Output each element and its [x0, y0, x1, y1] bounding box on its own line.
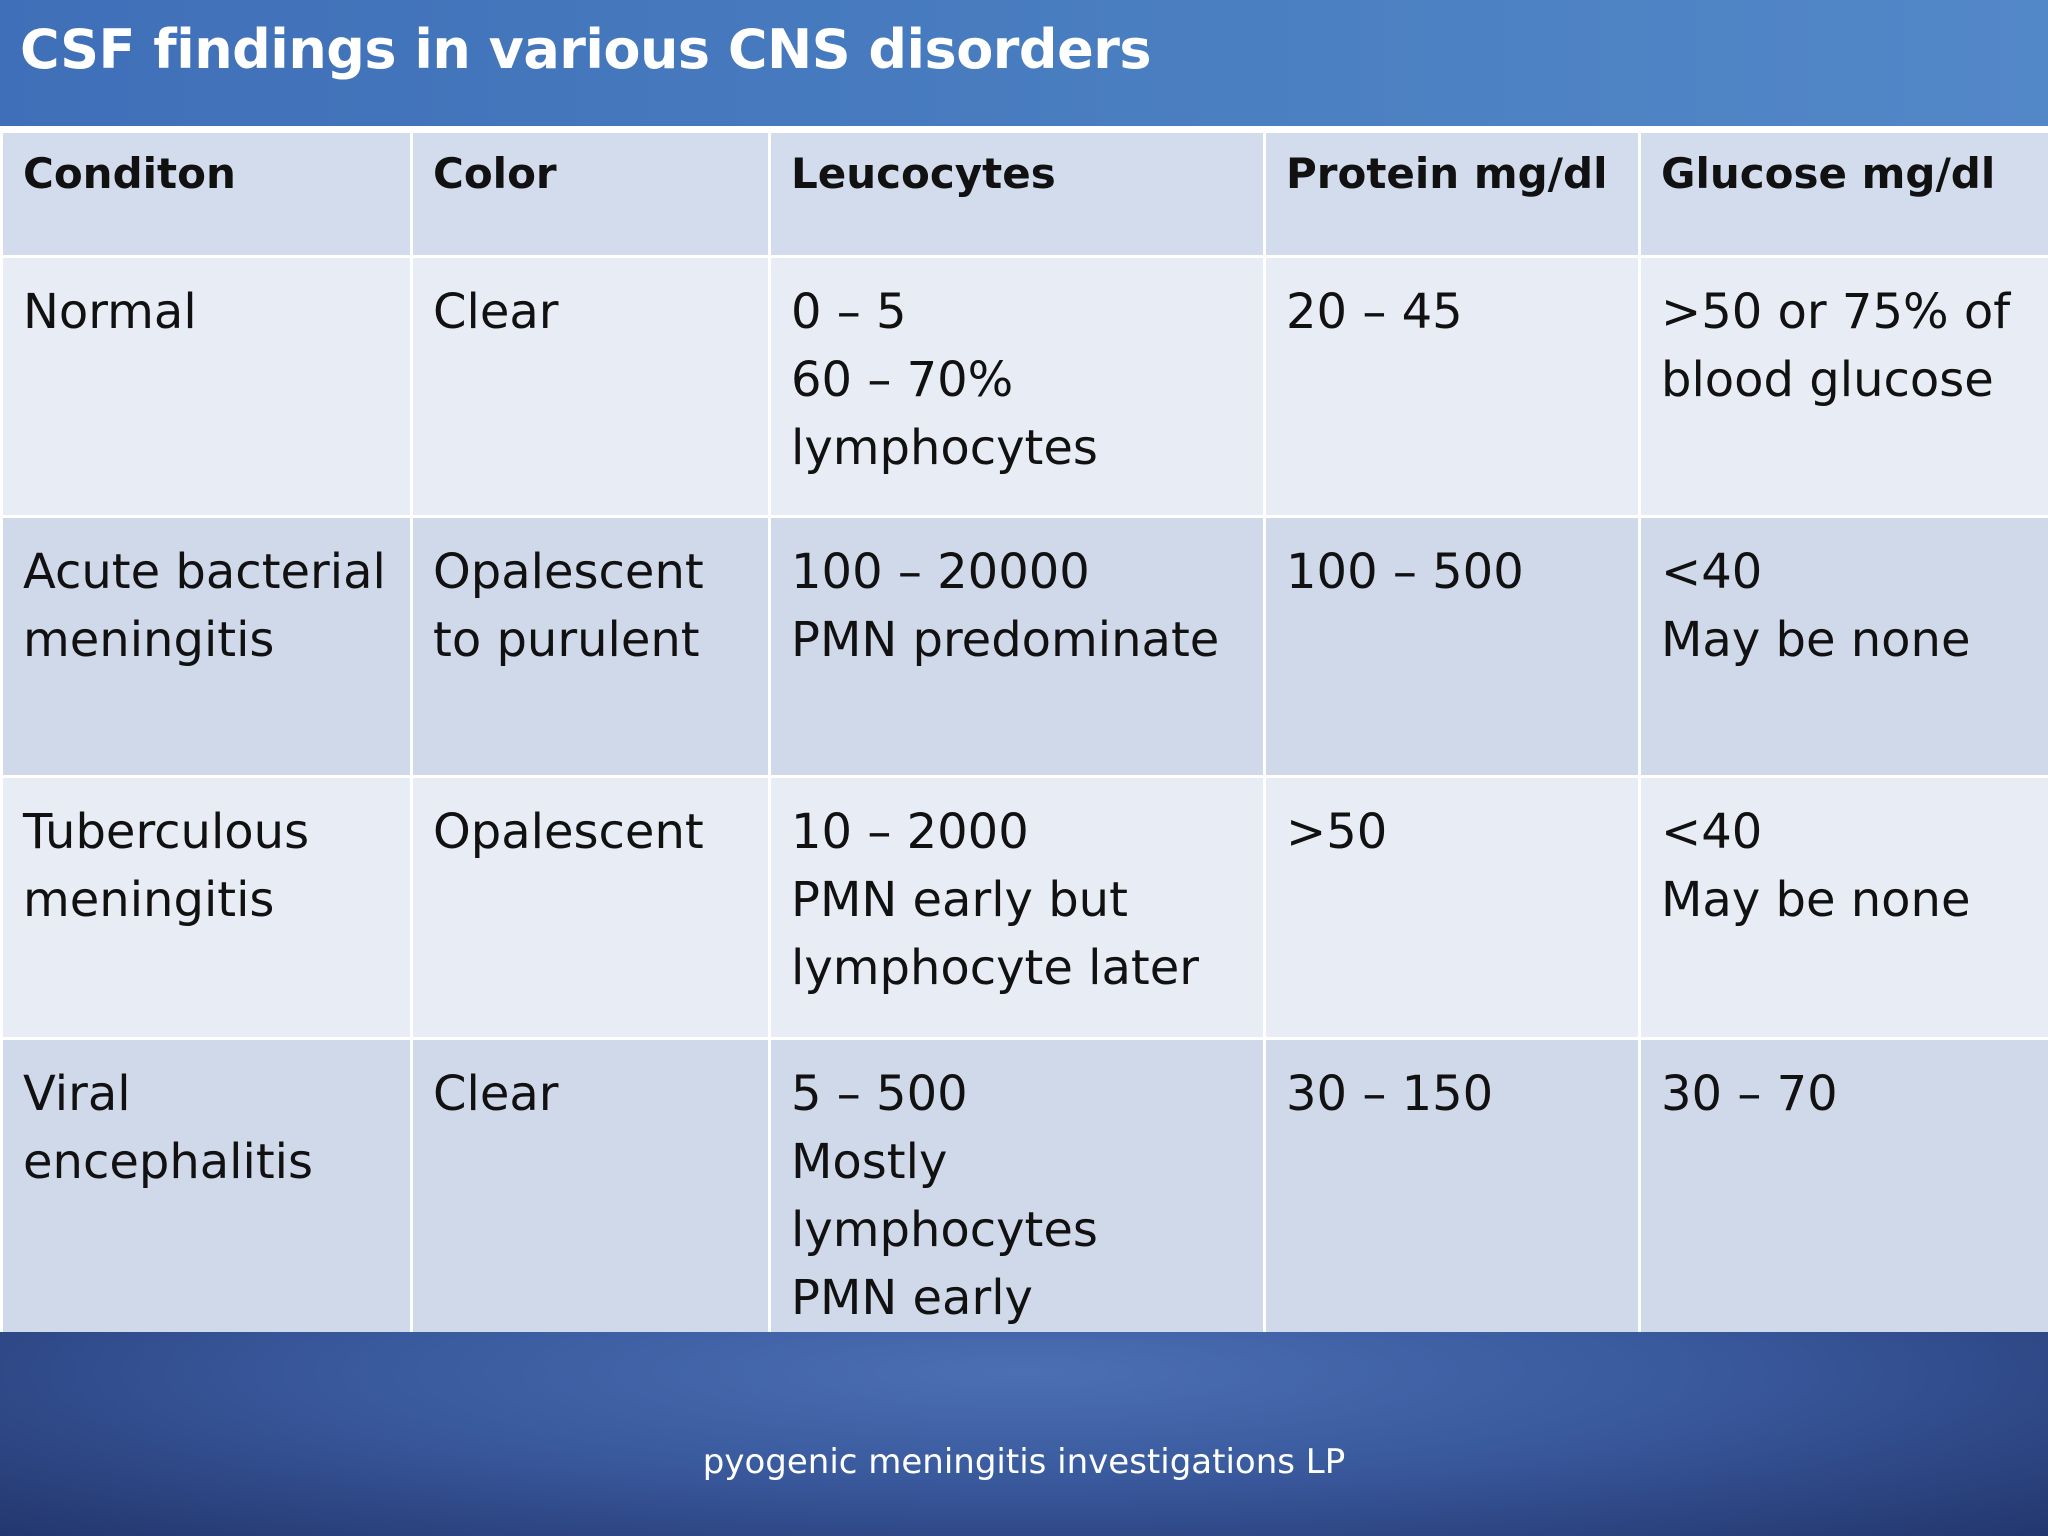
cell-line: PMN early but [791, 872, 1128, 928]
cell-line: 5 – 500 [791, 1066, 968, 1122]
cell-glucose: >50 or 75% of blood glucose [1638, 255, 2048, 518]
cell-line: Normal [23, 284, 197, 340]
cell-line: Mostly [791, 1134, 948, 1190]
cell-leucocytes: 0 – 5 60 – 70% lymphocytes [768, 255, 1266, 518]
title-bar: CSF findings in various CNS disorders [0, 0, 2048, 126]
cell-glucose: 30 – 70 [1638, 1037, 2048, 1335]
cell-line: 30 – 150 [1286, 1066, 1494, 1122]
cell-line: Tuberculous [23, 804, 310, 860]
cell-line: PMN early [791, 1270, 1033, 1326]
cell-line: Viral [23, 1066, 131, 1122]
table-row: Viral encephalitis Clear 5 – 500 Mostly … [0, 1037, 2048, 1335]
cell-line: Acute bacterial [23, 544, 386, 600]
cell-glucose: <40 May be none [1638, 775, 2048, 1040]
cell-line: lymphocytes [791, 1202, 1098, 1258]
cell-leucocytes: 10 – 2000 PMN early but lymphocyte later [768, 775, 1266, 1040]
cell-line: Clear [433, 1066, 559, 1122]
cell-line: May be none [1661, 612, 1971, 668]
cell-condition: Viral encephalitis [0, 1037, 413, 1335]
csf-findings-table: Conditon Color Leucocytes Protein mg/dl … [0, 130, 2048, 1335]
cell-line: encephalitis [23, 1134, 314, 1190]
footer-band: pyogenic meningitis investigations LP [0, 1332, 2048, 1536]
footer-caption: pyogenic meningitis investigations LP [702, 1442, 1346, 1482]
cell-line: 0 – 5 [791, 284, 907, 340]
cell-leucocytes: 5 – 500 Mostly lymphocytes PMN early [768, 1037, 1266, 1335]
table-row: Normal Clear 0 – 5 60 – 70% lymphocytes … [0, 255, 2048, 518]
cell-line: Opalescent [433, 544, 704, 600]
cell-line: 10 – 2000 [791, 804, 1029, 860]
cell-color: Clear [410, 1037, 771, 1335]
header-leucocytes: Leucocytes [768, 130, 1266, 258]
cell-line: lymphocyte later [791, 940, 1199, 996]
cell-color: Opalescent [410, 775, 771, 1040]
cell-line: 20 – 45 [1286, 284, 1463, 340]
cell-line: lymphocytes [791, 420, 1098, 476]
cell-line: Opalescent [433, 804, 704, 860]
cell-line: <40 [1661, 544, 1763, 600]
table-row: Tuberculous meningitis Opalescent 10 – 2… [0, 775, 2048, 1040]
cell-line: >50 [1286, 804, 1388, 860]
cell-leucocytes: 100 – 20000 PMN predominate [768, 515, 1266, 778]
cell-condition: Normal [0, 255, 413, 518]
header-protein: Protein mg/dl [1263, 130, 1641, 258]
cell-condition: Tuberculous meningitis [0, 775, 413, 1040]
cell-line: 60 – 70% [791, 352, 1014, 408]
header-color: Color [410, 130, 771, 258]
cell-line: >50 or 75% of [1661, 284, 2011, 340]
cell-line: 30 – 70 [1661, 1066, 1838, 1122]
cell-condition: Acute bacterial meningitis [0, 515, 413, 778]
cell-color: Opalescent to purulent [410, 515, 771, 778]
header-condition: Conditon [0, 130, 413, 258]
cell-line: to purulent [433, 612, 700, 668]
cell-line: Clear [433, 284, 559, 340]
cell-line: PMN predominate [791, 612, 1220, 668]
cell-line: meningitis [23, 612, 275, 668]
cell-protein: >50 [1263, 775, 1641, 1040]
cell-line: meningitis [23, 872, 275, 928]
cell-line: May be none [1661, 872, 1971, 928]
table-header-row: Conditon Color Leucocytes Protein mg/dl … [0, 130, 2048, 258]
header-glucose: Glucose mg/dl [1638, 130, 2048, 258]
cell-color: Clear [410, 255, 771, 518]
cell-protein: 100 – 500 [1263, 515, 1641, 778]
cell-line: 100 – 20000 [791, 544, 1090, 600]
cell-line: blood glucose [1661, 352, 1994, 408]
slide-title: CSF findings in various CNS disorders [20, 18, 1151, 81]
cell-line: <40 [1661, 804, 1763, 860]
cell-protein: 20 – 45 [1263, 255, 1641, 518]
cell-line: 100 – 500 [1286, 544, 1524, 600]
cell-glucose: <40 May be none [1638, 515, 2048, 778]
table-row: Acute bacterial meningitis Opalescent to… [0, 515, 2048, 778]
cell-protein: 30 – 150 [1263, 1037, 1641, 1335]
